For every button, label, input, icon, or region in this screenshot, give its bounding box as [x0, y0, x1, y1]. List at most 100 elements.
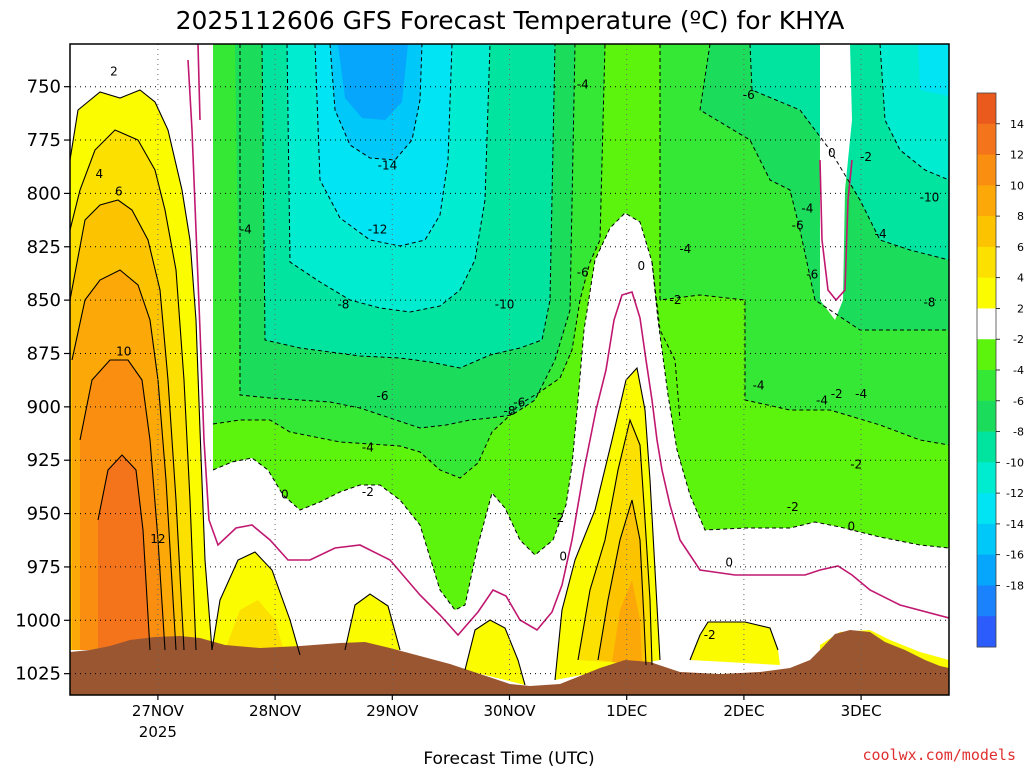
contour-label: 0 [828, 146, 836, 160]
contour-label: 0 [559, 549, 567, 563]
colorbar-swatch [977, 370, 996, 402]
isotherm-2-29nov [344, 593, 401, 651]
colorbar-label: -2 [1013, 333, 1024, 346]
source-credit: coolwx.com/models [862, 746, 1016, 764]
x-tick-label: 1DEC [606, 702, 647, 720]
colorbar-label: -8 [1013, 426, 1024, 439]
contour-label: -2 [670, 293, 682, 307]
warm-lobe-2dec [690, 622, 780, 665]
y-tick-label: 975 [27, 557, 61, 578]
isotherm-neg-6-east [699, 44, 949, 331]
contour-label: -4 [577, 78, 589, 92]
colorbar-label: -18 [1006, 579, 1024, 592]
y-tick-label: 775 [27, 130, 61, 151]
isotherm-12 [97, 454, 151, 651]
contour-label: -14 [378, 159, 398, 173]
isotherm-neg-10 [286, 44, 491, 313]
contour-label: 0 [848, 519, 856, 533]
contour-label: -6 [792, 218, 804, 232]
x-tick-label: 28NOV [249, 702, 302, 720]
colorbar-swatch [977, 185, 996, 217]
terrain [70, 630, 949, 695]
colorbar-swatch [977, 616, 996, 648]
contour-label: -4 [753, 379, 765, 393]
colorbar-swatch [977, 462, 996, 494]
contour-label: -6 [743, 88, 755, 102]
contour-label: -2 [704, 628, 716, 642]
contour-label: -4 [875, 227, 887, 241]
contour-label: -4 [240, 223, 252, 237]
contour-label: 2 [110, 65, 118, 79]
contour-label: 6 [115, 184, 123, 198]
y-tick-label: 950 [27, 504, 61, 525]
y-tick-label: 825 [27, 237, 61, 258]
isotherm-neg-14 [329, 44, 423, 161]
contour-label: -4 [816, 393, 828, 407]
contour-label: -4 [855, 387, 867, 401]
isotherm-neg-6 [239, 44, 576, 429]
colorbar-label: -16 [1006, 549, 1024, 562]
isotherm-2 [70, 89, 213, 651]
isotherm-neg-8-east [749, 44, 949, 261]
colorbar-label: 6 [1017, 241, 1024, 254]
y-tick-label: 925 [27, 450, 61, 471]
isotherm-8 [71, 269, 177, 651]
colorbar-label: 2 [1017, 302, 1024, 315]
colorbar-label: 8 [1017, 210, 1024, 223]
warm-lobe-29nov [345, 594, 400, 650]
isotherm-6-1dec [597, 499, 647, 666]
y-tick-label: 850 [27, 290, 61, 311]
contour-label: 0 [638, 259, 646, 273]
colorbar-swatch [977, 216, 996, 248]
isotherm-2-30nov [464, 619, 526, 686]
contour-label: -2 [860, 150, 872, 164]
x-tick-label: 2DEC [723, 702, 764, 720]
contour-label: -8 [923, 295, 935, 309]
isotherm-4-1dec [577, 418, 653, 666]
colorbar-label: 12 [1010, 149, 1024, 162]
y-tick-label: 800 [27, 183, 61, 204]
isotherm-neg-2 [212, 212, 949, 611]
contour-label: -4 [679, 242, 691, 256]
colorbar-label: -4 [1013, 364, 1024, 377]
contour-label: -2 [552, 511, 564, 525]
isotherm-2-1dec [554, 366, 661, 681]
colorbar-swatch [977, 585, 996, 617]
contour-label: -2 [362, 485, 374, 499]
colorbar-label: -14 [1006, 518, 1024, 531]
isotherm-2-2dec [689, 621, 779, 661]
contour-label: 4 [95, 167, 103, 181]
colorbar-swatch [977, 493, 996, 525]
plot-area: 2461012-40-14-12-10-8-6-4-2-8-6-4-6-200-… [70, 44, 949, 695]
colorbar-swatch [977, 154, 996, 186]
warm-lobe-28nov-core [225, 600, 285, 655]
contour-label: -2 [787, 500, 799, 514]
contour-label: -12 [368, 223, 388, 237]
isotherm-6 [70, 199, 185, 651]
isotherm-10 [79, 359, 166, 651]
x-tick-label: 27NOV [132, 702, 185, 720]
contour-label: 10 [116, 344, 131, 358]
contour-label: -4 [362, 440, 374, 454]
contour-label: 0 [281, 487, 289, 501]
contour-label: -10 [495, 297, 515, 311]
grid-lines [70, 44, 949, 695]
y-tick-label: 1025 [15, 664, 61, 685]
colorbar-swatch [977, 554, 996, 586]
isotherm-neg-8 [261, 44, 556, 369]
contour-label: -10 [920, 191, 940, 205]
isotherm-neg-4-east [659, 44, 949, 446]
contour-label: -2 [831, 387, 843, 401]
contour-label: -6 [577, 265, 589, 279]
colorbar-swatch [977, 277, 996, 309]
colorbar-label: -12 [1006, 487, 1024, 500]
colorbar-swatch [977, 400, 996, 433]
colorbar-swatch [977, 523, 996, 556]
chart-title: 2025112606 GFS Forecast Temperature (ºC)… [176, 6, 845, 35]
colorbar-swatch [977, 246, 996, 279]
y-tick-label: 1000 [15, 610, 61, 631]
colorbar-label: 10 [1010, 179, 1024, 192]
colorbar-swatch [977, 339, 996, 371]
contour-label: -6 [806, 268, 818, 282]
